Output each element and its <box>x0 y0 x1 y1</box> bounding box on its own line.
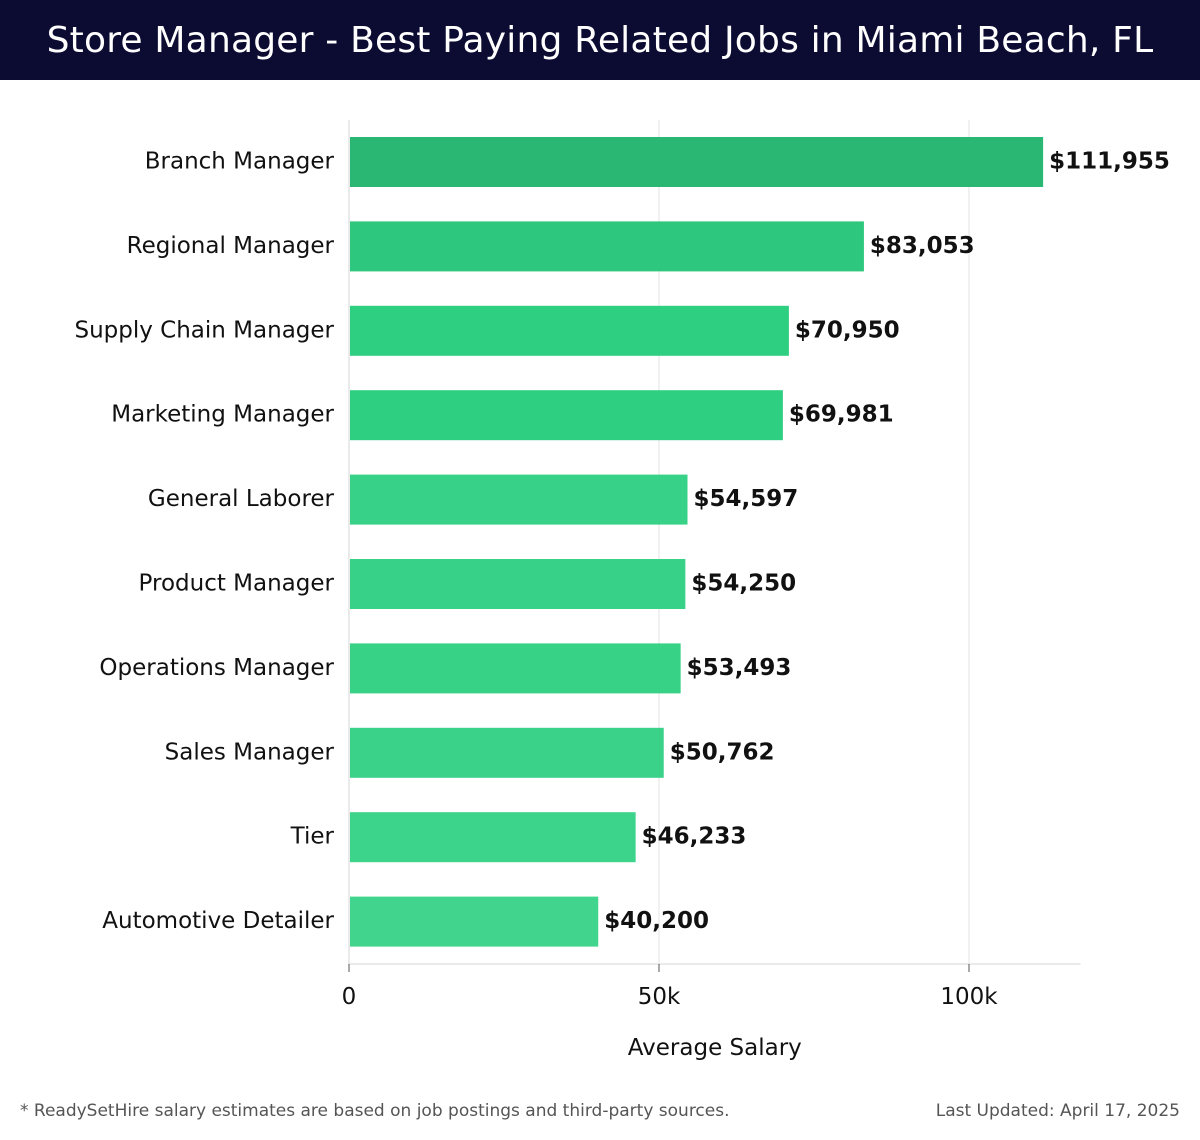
x-tick-label: 100k <box>940 984 998 1010</box>
axes: 0 50k 100k Average Salary <box>342 120 1081 1061</box>
bar <box>350 643 681 694</box>
value-label: $54,597 <box>694 486 799 512</box>
salary-bar-chart: 0 50k 100k Average Salary Branch Manager $11… <box>74 120 1170 1061</box>
category-label: Regional Manager <box>127 233 335 259</box>
labels: Branch Manager $111,955 Regional Manager $8… <box>74 149 1169 935</box>
bar <box>350 474 688 525</box>
bar <box>350 305 789 356</box>
category-label: Operations Manager <box>99 655 334 681</box>
footer-updated: Last Updated: April 17, 2025 <box>935 1101 1180 1121</box>
bar <box>350 812 636 863</box>
bar <box>350 221 864 272</box>
bar <box>350 137 1044 187</box>
chart-header: Store Manager - Best Paying Related Jobs… <box>0 0 1200 80</box>
value-label: $46,233 <box>642 824 747 850</box>
category-label: Marketing Manager <box>111 402 334 428</box>
value-label: $70,950 <box>795 317 900 343</box>
bar <box>350 727 664 778</box>
chart-title: Store Manager - Best Paying Related Jobs… <box>46 19 1154 61</box>
value-label: $50,762 <box>670 739 775 765</box>
bar <box>350 390 783 441</box>
value-label: $54,250 <box>691 571 796 597</box>
category-label: General Laborer <box>148 486 335 512</box>
value-label: $69,981 <box>789 402 894 428</box>
value-label: $53,493 <box>687 655 792 681</box>
footer-note: * ReadySetHire salary estimates are base… <box>20 1101 730 1121</box>
bar <box>350 559 686 609</box>
category-label: Product Manager <box>139 571 335 597</box>
x-tick-label: 0 <box>342 984 357 1010</box>
x-axis-label: Average Salary <box>628 1035 802 1061</box>
category-label: Branch Manager <box>145 149 335 175</box>
category-label: Supply Chain Manager <box>74 317 334 343</box>
value-label: $40,200 <box>604 908 709 934</box>
category-label: Sales Manager <box>165 739 335 765</box>
category-label: Automotive Detailer <box>102 908 334 934</box>
value-label: $83,053 <box>870 233 975 259</box>
category-label: Tier <box>290 824 335 850</box>
x-tick-label: 50k <box>638 984 681 1010</box>
bar <box>350 896 599 947</box>
value-label: $111,955 <box>1049 149 1170 175</box>
bars <box>350 137 1044 947</box>
